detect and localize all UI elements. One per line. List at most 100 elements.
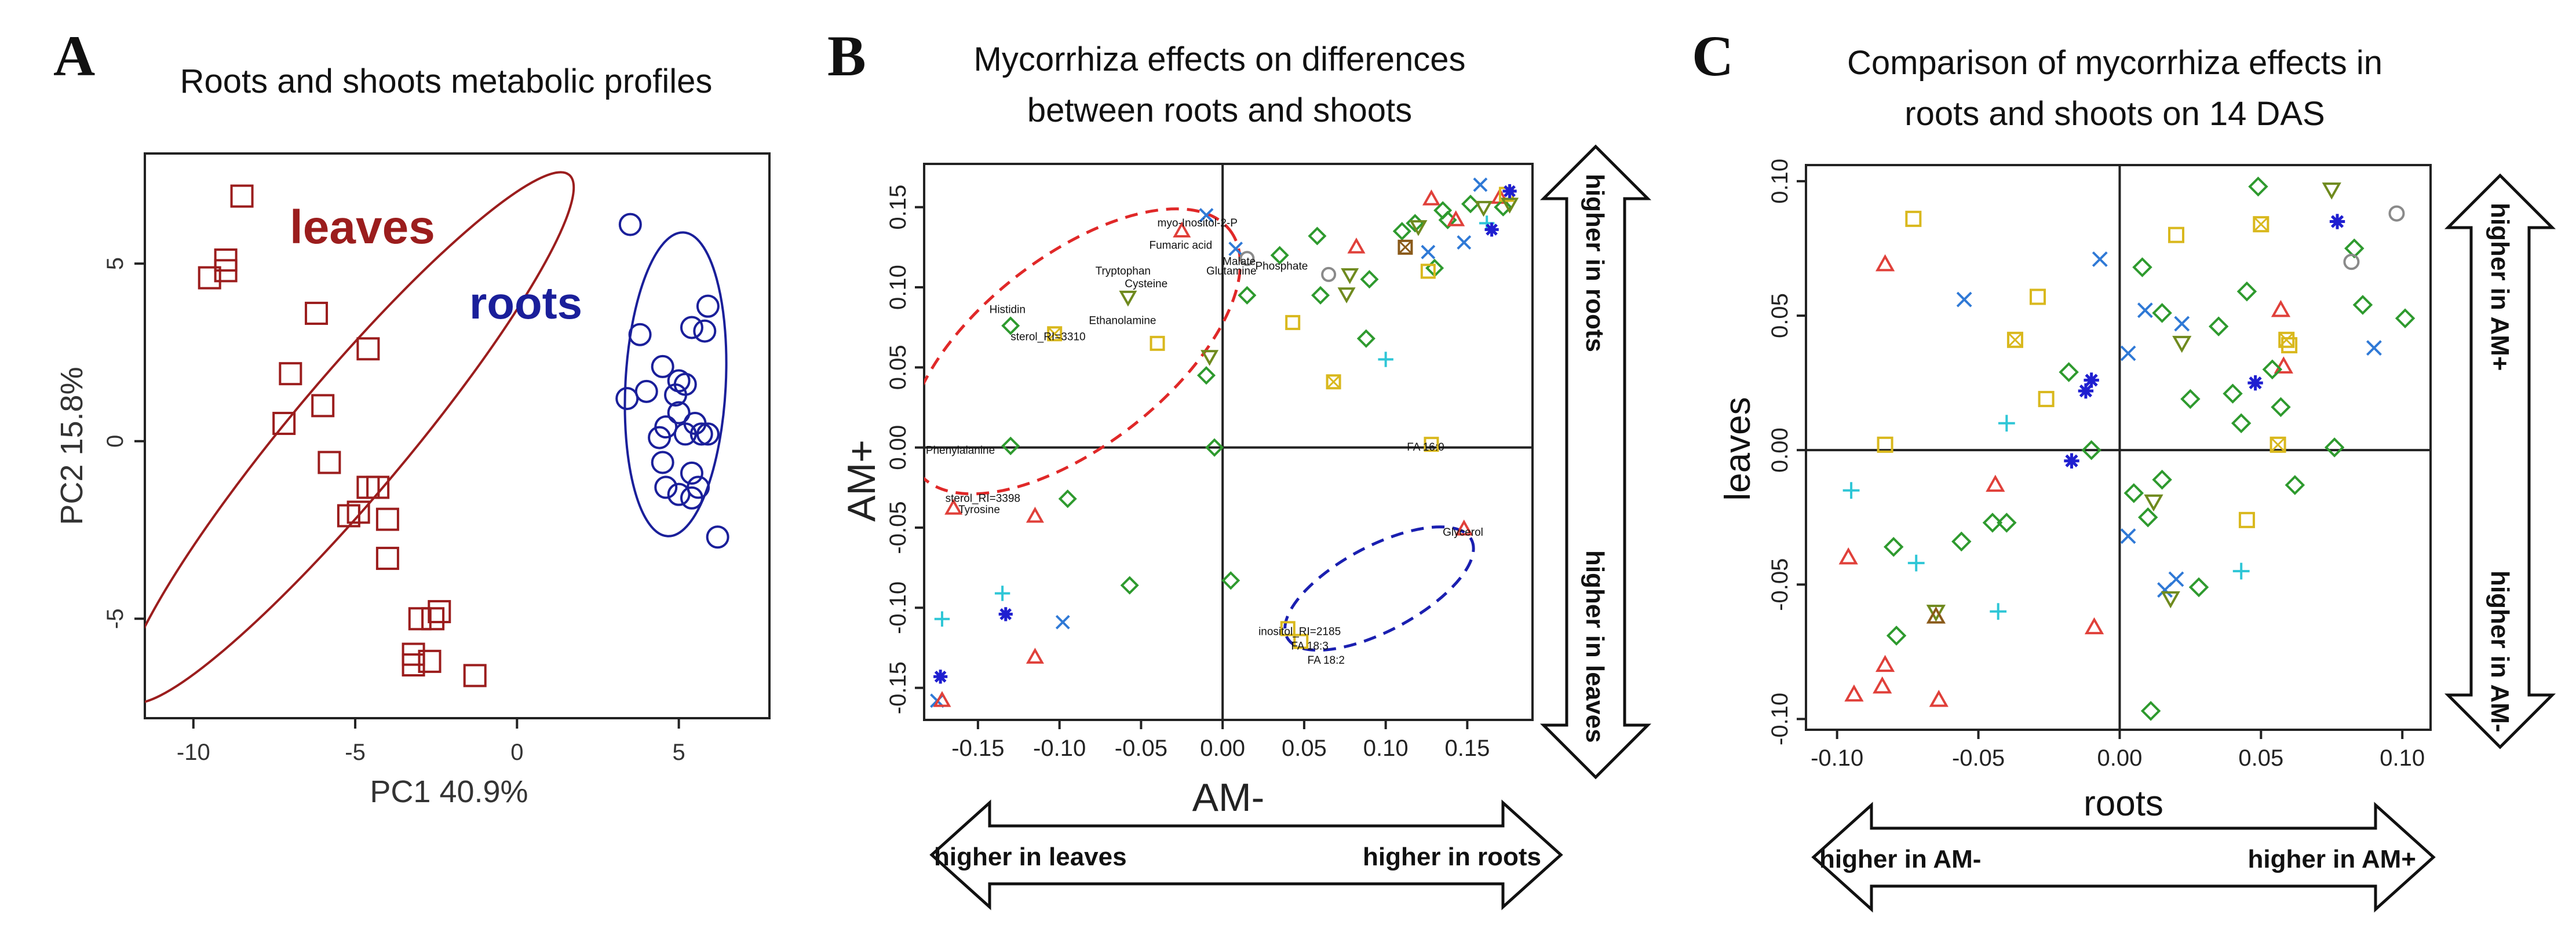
- marker-square: [272, 412, 296, 436]
- metabolite-point: [2352, 295, 2373, 315]
- y-tick-label: 0.00: [1767, 427, 1793, 473]
- metabolite-point: [2271, 299, 2291, 317]
- marker-square: [2253, 216, 2269, 233]
- marker-asterisk-line: [2065, 454, 2078, 467]
- panel-b-letter: B: [827, 24, 866, 88]
- metabolite-point: [2238, 511, 2255, 528]
- y-tick-label: 0.10: [885, 265, 911, 310]
- marker-square: [366, 476, 390, 499]
- marker-x-line: [2120, 528, 2136, 544]
- metabolite-label: Histidin: [990, 303, 1026, 316]
- y-tick-label: 0.05: [885, 345, 911, 390]
- metabolite-point: [2180, 389, 2201, 409]
- y-tick-label: -0.05: [1767, 558, 1793, 611]
- metabolite-point: [1347, 237, 1366, 254]
- panel-c: C Comparison of mycorrhiza effects in ro…: [1692, 24, 2556, 913]
- metabolite-point: [1196, 366, 1216, 385]
- metabolite-point: [2281, 337, 2298, 354]
- metabolite-label: sterol_RI=3398: [946, 493, 1020, 505]
- y-tick-label: -5: [103, 609, 128, 630]
- marker-square: [311, 394, 335, 418]
- metabolite-label: Glutamine: [1206, 265, 1257, 277]
- metabolite-point: [2161, 591, 2180, 609]
- metabolite-point: [1877, 436, 1893, 453]
- x-tick-label: 0: [510, 740, 523, 765]
- marker-x-line: [1956, 291, 1972, 308]
- metabolite-point: [2006, 331, 2023, 348]
- roots-point: [680, 316, 703, 339]
- marker-asterisk-line: [2085, 374, 2098, 387]
- leaves-point: [279, 362, 302, 386]
- metabolite-label: Tyrosine: [958, 504, 1000, 516]
- x-tick-label: 0.00: [2097, 745, 2143, 771]
- x-tick-label: 5: [672, 740, 685, 765]
- marker-asterisk-line: [934, 670, 947, 683]
- metabolite-point: [1001, 436, 1020, 455]
- metabolite-point: [1998, 415, 2015, 432]
- metabolite-point: [933, 670, 948, 684]
- roots-point: [667, 401, 691, 425]
- metabolite-point: [2081, 440, 2101, 460]
- marker-x-line: [2092, 251, 2108, 267]
- y-tick-label: 0.15: [885, 185, 911, 230]
- metabolite-point: [2132, 257, 2152, 277]
- metabolite-label: Malate: [1223, 255, 1256, 268]
- metabolite-point: [2232, 562, 2250, 580]
- plot-b-frame: [923, 163, 1534, 721]
- metabolite-point: [1360, 270, 1379, 289]
- plot-c-inner: [1838, 176, 2416, 721]
- y-tick-label: 5: [103, 257, 128, 270]
- metabolite-point: [1447, 210, 1465, 226]
- x-tick-label: 0.15: [1444, 736, 1490, 761]
- marker-square: [2238, 511, 2255, 528]
- metabolite-point: [2092, 251, 2108, 267]
- metabolite-point: [1873, 676, 1892, 694]
- panel-c-arrow-down-label: higher in AM-: [2486, 570, 2514, 732]
- marker-square: [2006, 331, 2023, 348]
- roots-point: [680, 461, 703, 485]
- marker-square: [1398, 239, 1413, 255]
- marker-cross-line: [1048, 327, 1062, 341]
- marker-square: [418, 649, 442, 673]
- leaves-point: [318, 451, 341, 474]
- marker-square: [230, 184, 254, 208]
- metabolite-point: [1875, 654, 1895, 672]
- metabolite-point: [2188, 577, 2209, 598]
- panel-c-letter: C: [1692, 24, 1734, 88]
- metabolite-point: [994, 586, 1010, 601]
- x-tick-label: -0.05: [1952, 745, 2005, 771]
- panel-b-title-line2: between roots and shoots: [1027, 92, 1412, 129]
- metabolite-label: Phenylalanine: [926, 445, 995, 457]
- leaves-point: [375, 547, 399, 570]
- metabolite-label: inositol_RI=2185: [1258, 626, 1341, 638]
- metabolite-point: [1228, 242, 1243, 257]
- metabolite-point: [1457, 235, 1472, 250]
- metabolite-point: [1951, 531, 1972, 552]
- metabolite-point: [1001, 316, 1020, 335]
- marker-asterisk-line: [2079, 384, 2093, 398]
- metabolite-point: [2274, 356, 2293, 374]
- panel-b-arrow-up-label: higher in roots: [1581, 174, 1609, 352]
- metabolite-point: [2324, 437, 2345, 458]
- panel-b-title-line1: Mycorrhiza effects on differences: [974, 41, 1466, 78]
- marker-square: [1420, 264, 1436, 279]
- leaves-point: [402, 653, 425, 677]
- leaves-point: [272, 412, 296, 436]
- metabolite-point: [2137, 507, 2158, 528]
- x-tick-label: 0.00: [1200, 736, 1245, 761]
- roots-point: [648, 426, 672, 449]
- metabolite-point: [2269, 436, 2286, 453]
- metabolite-point: [2172, 335, 2192, 353]
- marker-cross-line: [1326, 375, 1341, 389]
- y-tick-label: -0.10: [885, 581, 911, 634]
- metabolite-point: [2223, 383, 2243, 404]
- marker-x-line: [1055, 615, 1070, 630]
- metabolite-label: FA 18:2: [1308, 654, 1345, 667]
- marker-square: [2168, 226, 2184, 243]
- metabolite-point: [2247, 375, 2263, 391]
- metabolite-point: [1875, 254, 1895, 272]
- roots-point: [651, 451, 674, 474]
- confidence-ellipse-leaves: [145, 171, 575, 704]
- metabolite-point: [1422, 189, 1440, 206]
